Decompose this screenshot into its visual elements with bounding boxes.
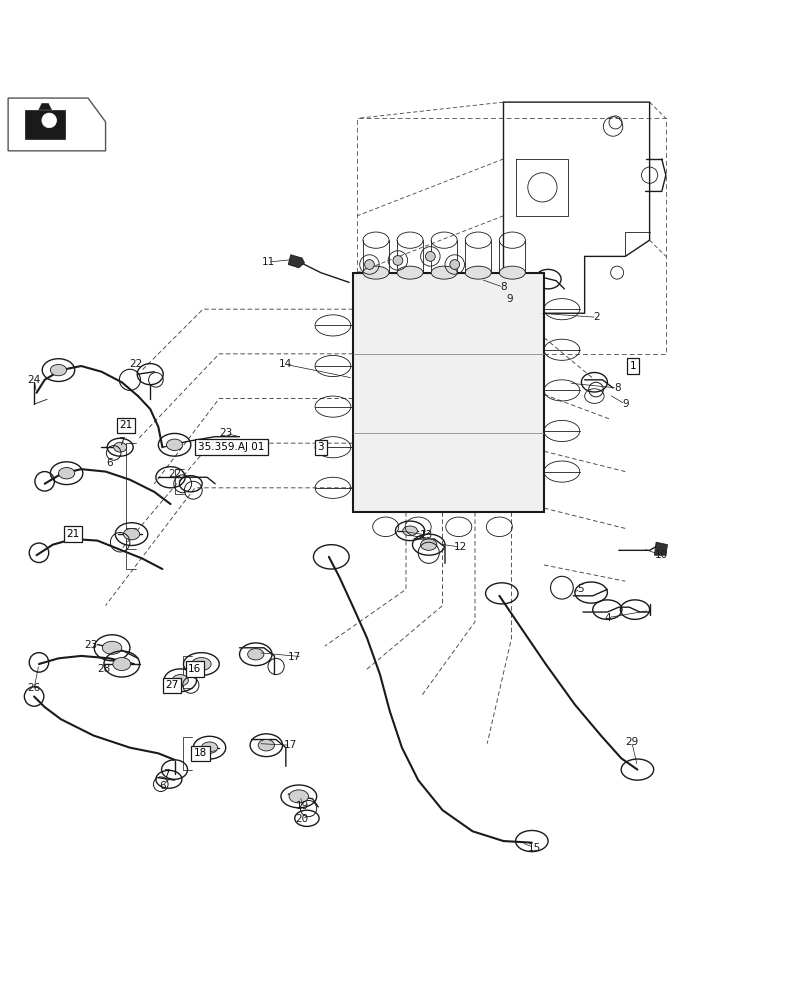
Text: 24: 24 bbox=[28, 375, 41, 385]
Text: 21: 21 bbox=[67, 529, 79, 539]
Text: 10: 10 bbox=[654, 550, 667, 560]
Text: 17: 17 bbox=[287, 652, 300, 662]
Circle shape bbox=[42, 113, 57, 128]
Text: 7: 7 bbox=[118, 437, 125, 447]
Polygon shape bbox=[25, 110, 66, 139]
Text: 8: 8 bbox=[613, 383, 620, 393]
Text: 21: 21 bbox=[119, 420, 132, 430]
Text: 5: 5 bbox=[577, 584, 583, 594]
Ellipse shape bbox=[258, 740, 274, 751]
Ellipse shape bbox=[431, 266, 457, 279]
Ellipse shape bbox=[499, 266, 525, 279]
Ellipse shape bbox=[123, 528, 139, 540]
Ellipse shape bbox=[420, 539, 436, 550]
Text: 15: 15 bbox=[527, 843, 540, 853]
Ellipse shape bbox=[172, 675, 188, 686]
Text: 9: 9 bbox=[621, 399, 628, 409]
Text: 1: 1 bbox=[629, 361, 636, 371]
Text: 3: 3 bbox=[317, 442, 324, 452]
Ellipse shape bbox=[50, 364, 67, 376]
Text: 2: 2 bbox=[593, 312, 599, 322]
Ellipse shape bbox=[247, 649, 264, 660]
Text: 19: 19 bbox=[295, 801, 308, 811]
Ellipse shape bbox=[114, 442, 127, 452]
Text: 12: 12 bbox=[453, 542, 466, 552]
Text: 20: 20 bbox=[295, 814, 308, 824]
Ellipse shape bbox=[397, 266, 423, 279]
Text: 14: 14 bbox=[279, 359, 292, 369]
Ellipse shape bbox=[166, 439, 182, 450]
Text: 26: 26 bbox=[28, 683, 41, 693]
Ellipse shape bbox=[102, 641, 122, 654]
Text: 11: 11 bbox=[261, 257, 274, 267]
Circle shape bbox=[364, 260, 374, 269]
Polygon shape bbox=[288, 255, 304, 268]
Circle shape bbox=[425, 252, 435, 261]
Circle shape bbox=[449, 260, 459, 269]
Text: 22: 22 bbox=[168, 469, 181, 479]
Circle shape bbox=[393, 256, 402, 265]
Text: 23: 23 bbox=[84, 640, 97, 650]
Circle shape bbox=[28, 111, 34, 118]
Text: 6: 6 bbox=[159, 781, 165, 791]
Text: 18: 18 bbox=[194, 748, 207, 758]
Polygon shape bbox=[353, 273, 543, 512]
Polygon shape bbox=[8, 98, 105, 151]
Text: 17: 17 bbox=[284, 740, 297, 750]
Ellipse shape bbox=[363, 266, 388, 279]
Ellipse shape bbox=[58, 468, 75, 479]
Text: 27: 27 bbox=[165, 680, 178, 690]
Text: 22: 22 bbox=[129, 359, 142, 369]
Ellipse shape bbox=[201, 742, 217, 753]
Polygon shape bbox=[654, 542, 667, 555]
Ellipse shape bbox=[289, 790, 308, 803]
Text: 35.359.AJ 01: 35.359.AJ 01 bbox=[198, 442, 264, 452]
Ellipse shape bbox=[465, 266, 491, 279]
Text: 23: 23 bbox=[219, 428, 232, 438]
Text: 7: 7 bbox=[163, 769, 169, 779]
Text: 8: 8 bbox=[500, 282, 506, 292]
Text: 29: 29 bbox=[624, 737, 637, 747]
Text: 13: 13 bbox=[419, 530, 432, 540]
Text: 9: 9 bbox=[506, 294, 513, 304]
Text: 16: 16 bbox=[188, 664, 201, 674]
Text: 4: 4 bbox=[603, 613, 610, 623]
Polygon shape bbox=[39, 103, 52, 110]
Ellipse shape bbox=[402, 526, 417, 536]
Ellipse shape bbox=[113, 658, 131, 671]
Text: 28: 28 bbox=[97, 664, 110, 674]
Text: 6: 6 bbox=[106, 458, 113, 468]
Ellipse shape bbox=[191, 658, 211, 671]
